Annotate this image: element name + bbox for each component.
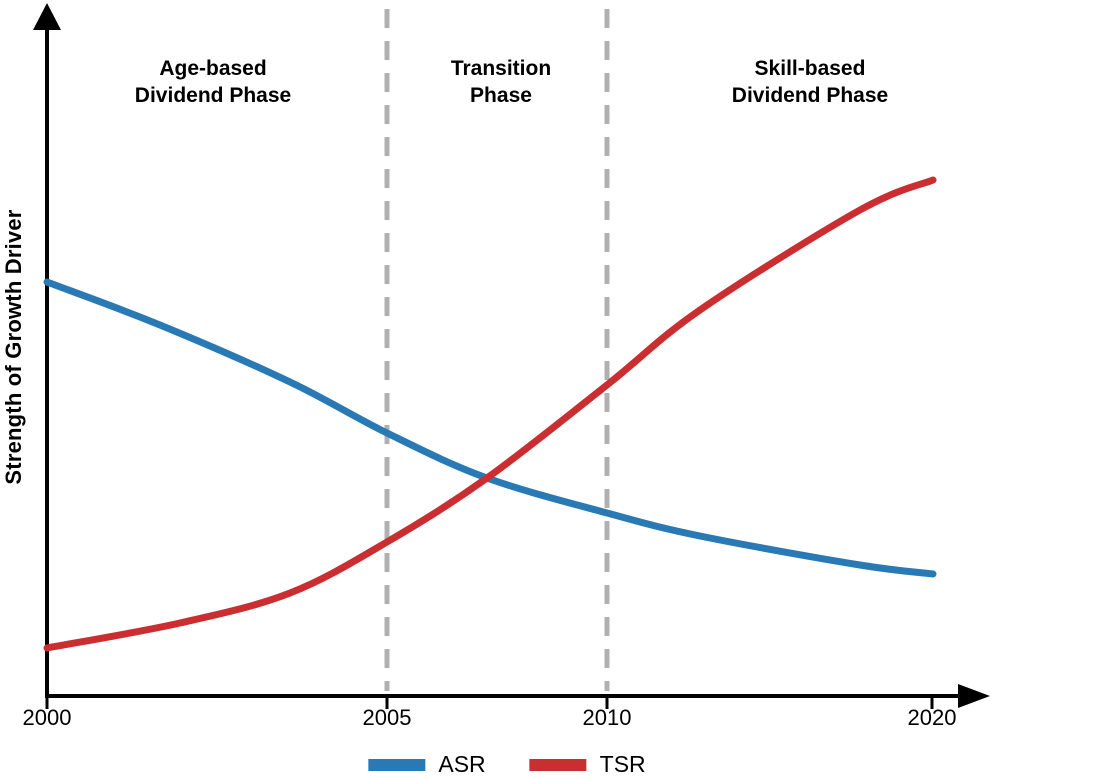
- phase-label-line: Age-based: [159, 57, 267, 80]
- phase-label-skill-based: Skill-based Dividend Phase: [732, 55, 888, 109]
- x-tick-label-2000: 2000: [22, 705, 72, 730]
- phase-label-line: Dividend Phase: [731, 84, 889, 107]
- y-axis-label: Strength of Growth Driver: [1, 209, 26, 485]
- legend-item-asr: ASR: [368, 751, 486, 778]
- legend-label-tsr: TSR: [599, 751, 646, 777]
- series-line-asr: [43, 278, 937, 578]
- phase-label-line: Dividend Phase: [134, 84, 292, 107]
- x-tick-label-2005: 2005: [362, 705, 412, 730]
- legend-label-asr: ASR: [438, 751, 486, 777]
- phase-label-age-based: Age-based Dividend Phase: [135, 55, 291, 109]
- asr-line-swatch: [368, 758, 426, 771]
- phase-label-line: Phase: [470, 84, 532, 107]
- x-tick-label-2020: 2020: [907, 705, 957, 730]
- series-line-tsr: [43, 176, 937, 652]
- phase-label-line: Skill-based: [754, 57, 866, 80]
- legend: ASR TSR: [368, 751, 646, 778]
- tsr-line-swatch: [529, 758, 587, 771]
- x-tick-label-2010: 2010: [582, 705, 632, 730]
- phase-label-transition: Transition Phase: [451, 55, 551, 109]
- legend-item-tsr: TSR: [529, 751, 646, 778]
- phase-label-line: Transition: [450, 57, 552, 80]
